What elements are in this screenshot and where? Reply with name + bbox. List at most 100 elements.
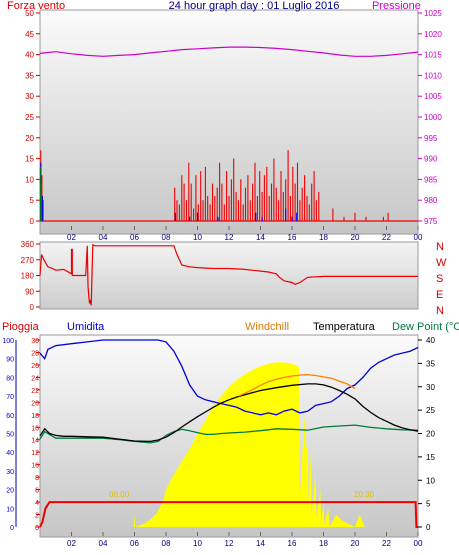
rain-y-tick-label: 16: [31, 425, 39, 432]
temp-x-tick-label: 20: [351, 539, 360, 548]
wind-y-tick-label: 5: [30, 196, 35, 205]
rain-y-tick-label: 22: [31, 388, 39, 395]
pressure-y-tick-label: 980: [424, 196, 438, 205]
wind-y-tick-label: 20: [25, 134, 34, 143]
wind-x-tick-label: 02: [67, 233, 76, 242]
rain-y-tick-label: 0: [35, 525, 39, 532]
pressure-y-tick-label: 985: [424, 175, 438, 184]
temp-x-tick-label: 18: [319, 539, 328, 548]
temp-y-tick-label: 0: [426, 523, 431, 532]
direction-panel-bg: [39, 241, 419, 310]
axis-ticks: 0510152025303540455097598098599099510001…: [2, 9, 447, 548]
direction-compass-letter: N: [436, 241, 444, 253]
temp-y-tick-label: 10: [426, 476, 435, 485]
temperature-humidity-plot: [39, 339, 419, 528]
rain-y-tick-label: 12: [31, 450, 39, 457]
rain-y-tick-label: 18: [31, 413, 39, 420]
temp-x-tick-label: 02: [67, 539, 76, 548]
temp-x-tick-label: 10: [193, 539, 202, 548]
temp-x-tick-label: 08: [162, 539, 171, 548]
pressure-y-tick-label: 1025: [424, 9, 442, 18]
temp-y-tick-label: 5: [426, 500, 431, 509]
wind-x-tick-label: 04: [99, 233, 108, 242]
wind-x-tick-label: 12: [225, 233, 234, 242]
wind-x-tick-label: 14: [256, 233, 265, 242]
wind-x-tick-label: 22: [382, 233, 391, 242]
rain-axis-title: Pioggia: [2, 321, 40, 333]
wind-direction-plot: [39, 244, 418, 306]
direction-compass-letter: N: [436, 305, 444, 317]
humidity-y-tick-label: 0: [10, 525, 14, 532]
solar-area: [40, 362, 418, 527]
humidity-y-tick-label: 40: [6, 450, 14, 457]
wind-y-tick-label: 25: [25, 113, 34, 122]
wind-x-tick-label: 18: [319, 233, 328, 242]
pressure-y-tick-label: 1020: [424, 30, 442, 39]
humidity-y-tick-label: 70: [6, 394, 14, 401]
humidity-y-tick-label: 20: [6, 488, 14, 495]
rain-y-tick-label: 10: [31, 463, 39, 470]
legend-dewpoint: Dew Point (°C: [392, 321, 459, 333]
direction-compass-letter: E: [436, 289, 443, 301]
dewpoint-line: [39, 424, 419, 444]
temp-y-tick-label: 15: [426, 453, 435, 462]
pressure-y-tick-label: 1015: [424, 51, 442, 60]
humidity-y-tick-label: 10: [6, 506, 14, 513]
humidity-line: [39, 339, 419, 416]
pressure-y-tick-label: 975: [424, 217, 438, 226]
humidity-y-tick-label: 50: [6, 432, 14, 439]
wind-x-tick-label: 20: [351, 233, 360, 242]
rain-y-tick-label: 8: [35, 475, 39, 482]
wind-x-tick-label: 00: [414, 233, 423, 242]
rain-line: [39, 501, 418, 528]
temp-x-tick-label: 16: [288, 539, 297, 548]
wind-y-tick-label: 0: [30, 217, 35, 226]
temp-y-tick-label: 25: [426, 406, 435, 415]
rain-y-tick-label: 24: [31, 375, 39, 382]
rain-y-tick-label: 6: [35, 488, 39, 495]
rain-y-tick-label: 26: [31, 363, 39, 370]
pressure-y-tick-label: 995: [424, 134, 438, 143]
humidity-y-tick-label: 60: [6, 413, 14, 420]
temperature-line: [39, 383, 419, 443]
legend-temperatura: Temperatura: [313, 321, 376, 333]
pressure-line: [39, 46, 419, 57]
pressure-y-tick-label: 1005: [424, 92, 442, 101]
temp-y-tick-label: 40: [426, 336, 435, 345]
direction-compass-letter: S: [436, 273, 443, 285]
direction-y-tick-label: 360: [21, 240, 35, 249]
pressure-y-tick-label: 1010: [424, 71, 442, 80]
temp-x-tick-label: 06: [130, 539, 139, 548]
rain-y-tick-label: 14: [31, 438, 39, 445]
chart-title: 24 hour graph day : 01 Luglio 2016: [169, 0, 340, 12]
temp-x-tick-label: 00: [414, 539, 423, 548]
rain-y-tick-label: 20: [31, 400, 39, 407]
sunrise-annotation: 06:00: [109, 490, 130, 499]
wind-y-tick-label: 50: [25, 9, 34, 18]
wind-axis-title: Forza vento: [7, 0, 65, 12]
temp-y-tick-label: 35: [426, 359, 435, 368]
temp-y-tick-label: 30: [426, 383, 435, 392]
temp-x-tick-label: 14: [256, 539, 265, 548]
wind-pressure-plot: [39, 46, 419, 222]
wind-x-tick-label: 16: [288, 233, 297, 242]
temp-y-tick-label: 20: [426, 430, 435, 439]
temp-x-tick-label: 22: [382, 539, 391, 548]
pressure-axis-title: Pressione: [372, 0, 421, 12]
wind-y-tick-label: 40: [25, 51, 34, 60]
direction-y-tick-label: 90: [25, 287, 34, 296]
wind-x-tick-label: 10: [193, 233, 202, 242]
humidity-y-tick-label: 100: [2, 338, 14, 345]
rain-y-tick-label: 28: [31, 350, 39, 357]
temp-x-tick-label: 12: [225, 539, 234, 548]
direction-compass-letter: W: [436, 257, 447, 269]
rain-y-tick-label: 4: [35, 500, 39, 507]
wind-y-tick-label: 45: [25, 30, 34, 39]
windchill-line: [238, 373, 356, 397]
direction-y-tick-label: 270: [21, 256, 35, 265]
pressure-y-tick-label: 990: [424, 155, 438, 164]
humidity-axis-title: Umidita: [67, 321, 105, 333]
wind-x-tick-label: 08: [162, 233, 171, 242]
